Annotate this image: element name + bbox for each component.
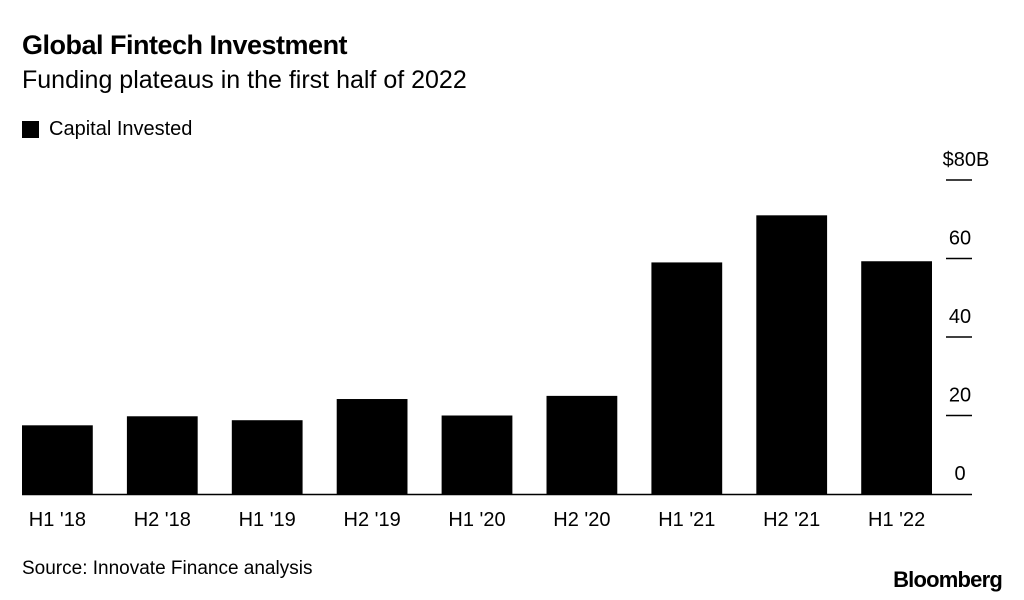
x-tick-label: H1 '21 — [658, 509, 715, 531]
x-tick-label: H1 '22 — [868, 509, 925, 531]
chart-title: Global Fintech Investment — [22, 30, 348, 60]
bar — [651, 262, 723, 494]
bloomberg-logo: Bloomberg — [893, 567, 1003, 592]
bar — [231, 420, 303, 494]
chart-subtitle: Funding plateaus in the first half of 20… — [22, 66, 467, 94]
y-tick-label: 40 — [949, 306, 971, 328]
bar — [126, 416, 198, 494]
x-tick-label: H1 '19 — [239, 509, 296, 531]
source-note: Source: Innovate Finance analysis — [22, 558, 313, 579]
bar — [441, 415, 513, 494]
y-tick-label: 20 — [949, 385, 971, 407]
x-tick-label: H2 '19 — [344, 509, 401, 531]
y-tick-label: 60 — [949, 228, 971, 250]
x-tick-label: H1 '20 — [448, 509, 505, 531]
x-tick-label: H1 '18 — [29, 509, 86, 531]
bar — [22, 425, 93, 494]
bar — [336, 399, 408, 494]
legend-label: Capital Invested — [49, 118, 193, 140]
y-tick-label: 0 — [954, 463, 965, 485]
x-tick-label: H2 '18 — [134, 509, 191, 531]
x-tick-label: H2 '20 — [553, 509, 610, 531]
x-tick-label: H2 '21 — [763, 509, 820, 531]
bar — [756, 215, 828, 494]
bar — [546, 395, 618, 494]
bar — [861, 261, 932, 494]
legend: Capital Invested — [22, 118, 192, 141]
legend-swatch — [22, 121, 39, 138]
y-tick-label: $80B — [943, 149, 990, 171]
